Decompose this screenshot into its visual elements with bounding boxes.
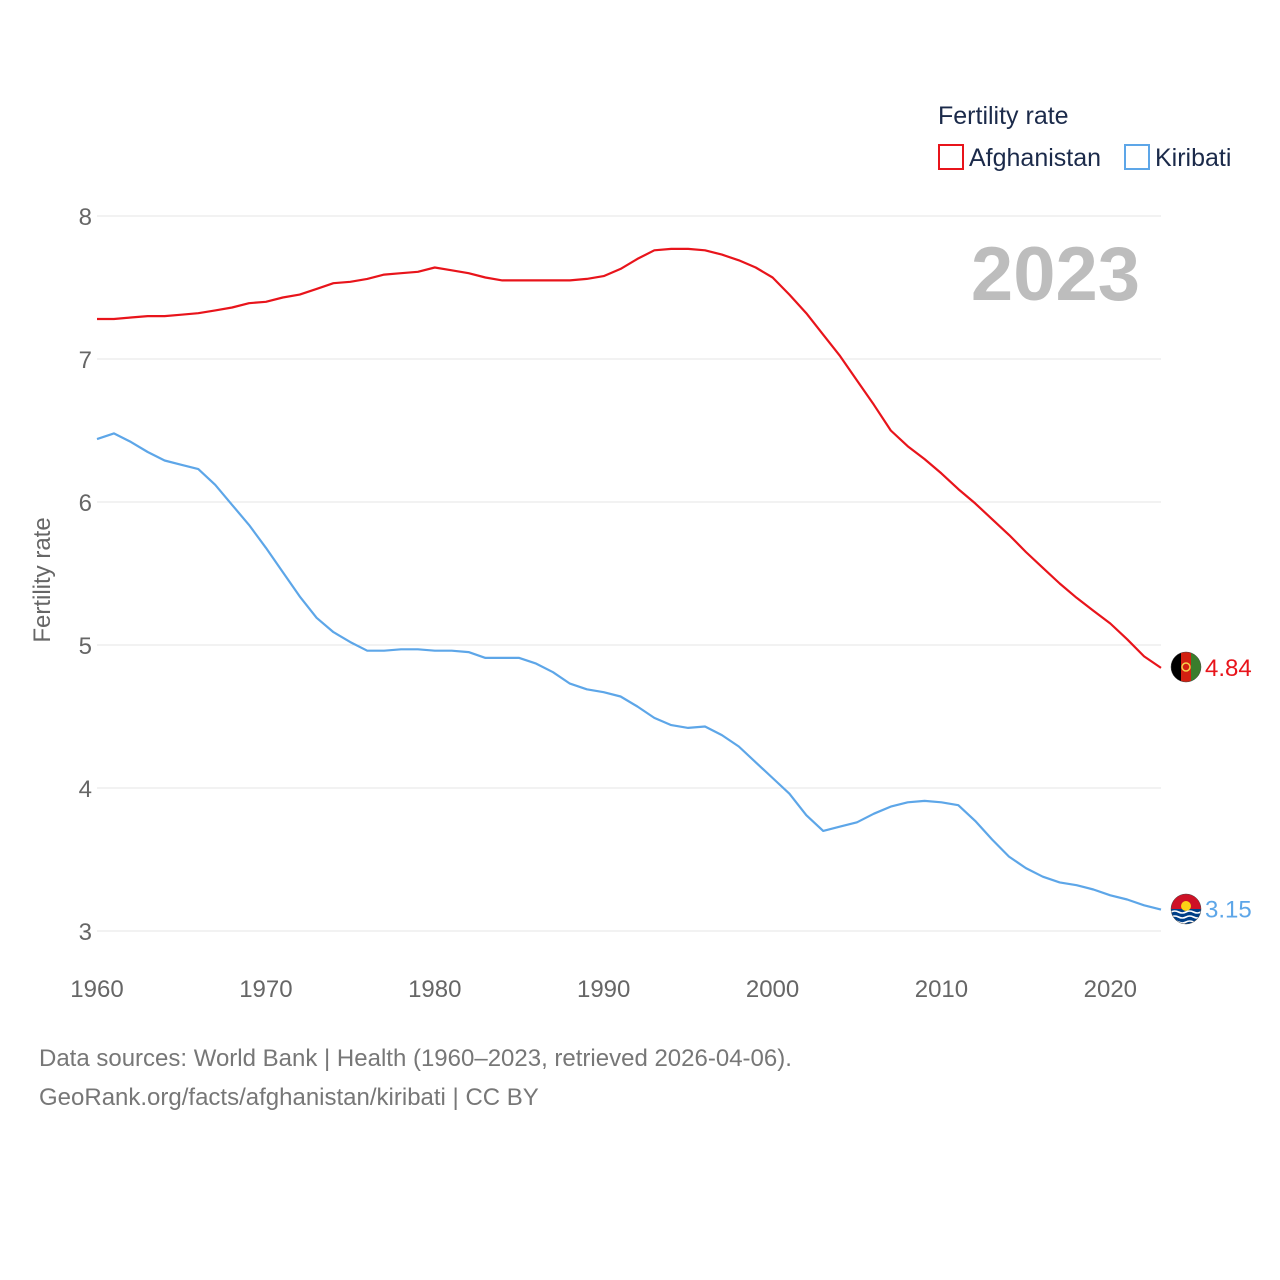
afghanistan-flag-icon [1170,651,1202,683]
attribution-link[interactable]: GeoRank.org/facts/afghanistan/kiribati |… [39,1084,539,1111]
end-value-label-afghanistan: 4.84 [1205,655,1252,682]
fertility-rate-chart: 3 4 5 6 7 8 1960 1970 1980 1990 2000 2010 2020 Fert… [29,102,1252,1003]
y-tick-label: 7 [79,347,92,374]
series-lines [96,247,1162,911]
x-tick-label: 1990 [577,976,630,1003]
y-tick-label: 4 [79,776,92,803]
x-tick-label: 2020 [1084,976,1137,1003]
x-axis-ticks: 1960 1970 1980 1990 2000 2010 2020 [70,976,1137,1003]
x-tick-label: 2000 [746,976,799,1003]
year-label: 2023 [971,232,1140,317]
legend-swatch-kiribati [1124,144,1150,170]
x-tick-label: 1980 [408,976,461,1003]
y-tick-label: 3 [79,919,92,946]
data-sources-note: Data sources: World Bank | Health (1960–… [39,1045,792,1072]
series-line-kiribati [96,432,1162,911]
y-tick-label: 5 [79,633,92,660]
legend-label-kiribati: Kiribati [1155,144,1231,172]
y-tick-label: 6 [79,490,92,517]
x-tick-label: 2010 [915,976,968,1003]
legend-title: Fertility rate [938,102,1069,130]
end-labels: 4.84 3.15 [1205,655,1252,924]
y-tick-label: 8 [79,204,92,231]
end-value-label-kiribati: 3.15 [1205,897,1252,924]
x-tick-label: 1970 [239,976,292,1003]
x-tick-label: 1960 [70,976,123,1003]
kiribati-flag-icon [1170,893,1202,925]
y-axis-ticks: 3 4 5 6 7 8 [79,204,92,946]
legend-label-afghanistan: Afghanistan [969,144,1101,172]
legend-swatch-afghanistan [938,144,964,170]
y-axis-title: Fertility rate [29,517,56,642]
series-line-afghanistan [97,247,1162,669]
gridlines [97,215,1161,932]
legend: Fertility rate Afghanistan Kiribati [938,102,1231,172]
